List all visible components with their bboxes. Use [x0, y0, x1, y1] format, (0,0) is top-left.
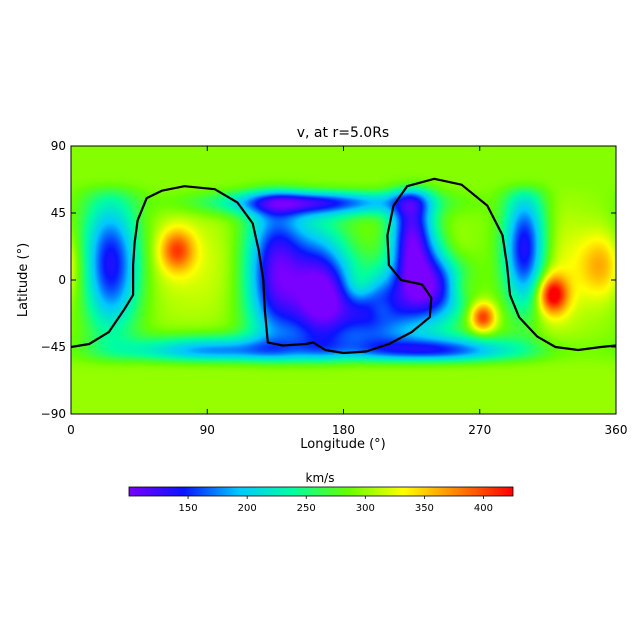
x-tick-label: 0 [67, 423, 75, 437]
colorbar-ticks: 150 200 250 300 350 400 [179, 496, 493, 514]
y-tick-label: −45 [41, 340, 66, 354]
x-tick-label: 360 [605, 423, 628, 437]
colorbar-tick-label: 400 [474, 503, 493, 514]
colorbar-tick-label: 250 [297, 503, 316, 514]
colorbar-label: km/s [306, 471, 335, 485]
colorbar-tick-label: 350 [415, 503, 434, 514]
neutral-line-group [70, 177, 617, 355]
chart-title: v, at r=5.0Rs [297, 125, 389, 141]
colorbar-tick-label: 300 [356, 503, 375, 514]
neutral-line-0 [70, 177, 617, 355]
x-tick-label: 270 [468, 423, 491, 437]
colorbar-tick-label: 200 [238, 503, 257, 514]
x-tick-label: 180 [332, 423, 355, 437]
y-axis-ticks: 90 45 0 −45 −90 [41, 139, 616, 421]
y-tick-label: 0 [58, 273, 66, 287]
colorbar [128, 486, 514, 497]
y-tick-label: 90 [51, 139, 66, 153]
colorbar-tick-label: 150 [179, 503, 198, 514]
x-axis-label: Longitude (°) [300, 437, 385, 452]
y-axis-label: Latitude (°) [16, 243, 31, 317]
heatmap-plot [71, 146, 616, 414]
x-axis-ticks: 0 90 180 270 360 [67, 146, 627, 437]
y-tick-label: −90 [41, 407, 66, 421]
x-tick-label: 90 [200, 423, 215, 437]
y-tick-label: 45 [51, 206, 66, 220]
